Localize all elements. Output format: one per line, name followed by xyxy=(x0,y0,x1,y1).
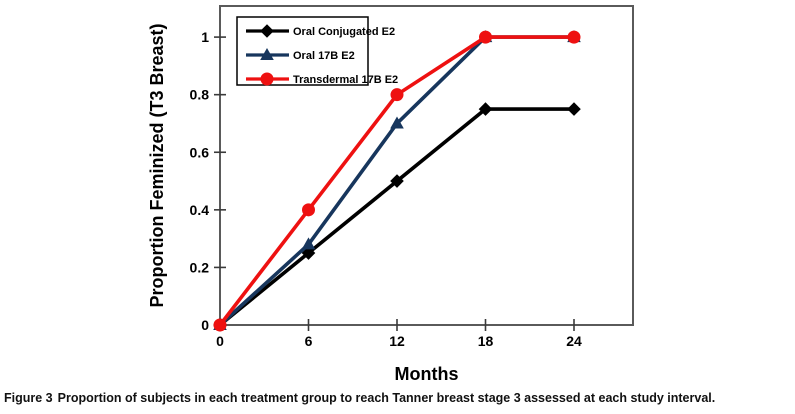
x-tick-label: 6 xyxy=(305,333,313,349)
y-tick-label: 0.6 xyxy=(190,144,210,160)
legend-label: Transdermal 17B E2 xyxy=(293,74,398,86)
series-marker-diamond xyxy=(567,102,581,116)
figure-caption-text: Proportion of subjects in each treatment… xyxy=(57,391,716,405)
x-axis-title: Months xyxy=(395,364,459,384)
y-tick-label: 0.4 xyxy=(190,202,210,218)
legend: Oral Conjugated E2 Oral 17B E2 Transdermal… xyxy=(236,16,398,86)
legend-entry: Oral 17B E2 xyxy=(246,48,355,62)
y-axis-title: Proportion Feminized (T3 Breast) xyxy=(147,23,167,307)
legend-label: Oral 17B E2 xyxy=(293,50,355,62)
series-marker-triangle xyxy=(260,48,274,60)
figure-caption: Figure 3 Proportion of subjects in each t… xyxy=(4,391,792,407)
x-tick-label: 24 xyxy=(566,333,582,349)
y-tick-label: 0 xyxy=(201,317,209,333)
series-marker-triangle xyxy=(301,237,316,250)
series-marker-triangle xyxy=(390,116,404,129)
legend-entry: Oral Conjugated E2 xyxy=(246,24,395,38)
chart-svg: 0 0.2 0.4 0.6 0.8 1 0 6 12 18 24 Proportion Feminiz… xyxy=(147,5,634,384)
series-marker-diamond xyxy=(301,246,316,260)
series-oral-conjugated-e2 xyxy=(213,102,581,332)
series-marker-diamond xyxy=(260,24,274,38)
plot-border xyxy=(219,5,634,326)
series-marker-circle xyxy=(260,72,274,86)
y-tick-label: 0.8 xyxy=(190,87,210,103)
series-marker-diamond xyxy=(390,174,404,188)
legend-label: Oral Conjugated E2 xyxy=(293,26,395,38)
series-line xyxy=(218,107,574,327)
legend-entry: Transdermal 17B E2 xyxy=(246,72,398,86)
series-transdermal-17b-e2 xyxy=(213,30,581,332)
series-marker-circle xyxy=(390,88,404,102)
y-tick-label: 0.2 xyxy=(190,259,210,275)
legend-box xyxy=(236,16,369,86)
series-marker-circle xyxy=(213,318,227,332)
series-marker-circle xyxy=(302,203,315,217)
x-tick-label: 18 xyxy=(478,333,494,349)
x-tick-label: 0 xyxy=(216,333,224,349)
series-marker-circle xyxy=(567,30,581,44)
figure-caption-label: Figure 3 xyxy=(4,391,53,405)
series-marker-diamond xyxy=(478,102,493,116)
x-tick-label: 12 xyxy=(389,333,405,349)
y-tick-label: 1 xyxy=(201,29,209,45)
series-marker-circle xyxy=(479,30,492,44)
